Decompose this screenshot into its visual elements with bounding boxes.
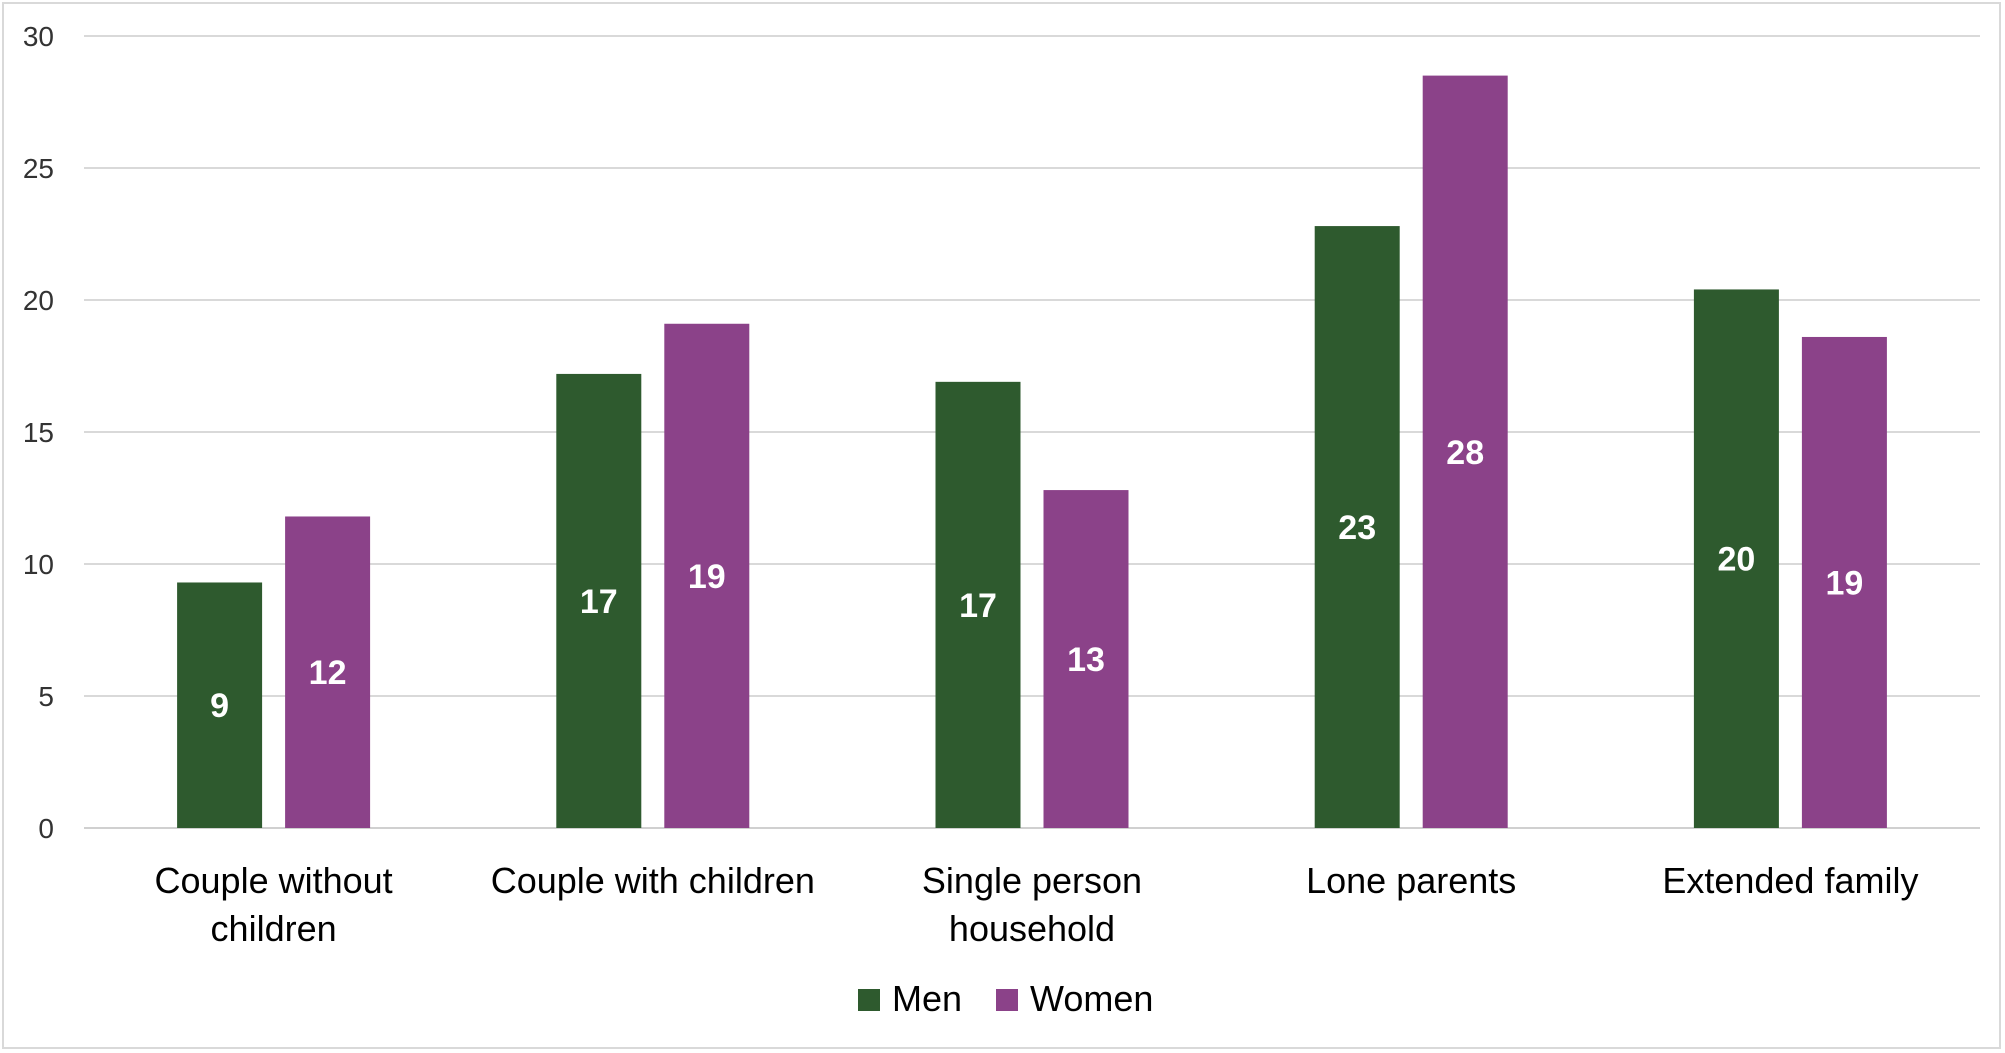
legend-label-men: Men — [892, 978, 962, 1019]
x-category-label-line: Extended family — [1662, 860, 1918, 901]
y-tick-label: 20 — [23, 285, 54, 316]
bar-men — [177, 582, 263, 828]
data-label: 19 — [688, 558, 726, 596]
data-label: 23 — [1338, 509, 1376, 547]
bars — [177, 75, 1887, 829]
x-category-label-line: Single person — [922, 860, 1142, 901]
bar-women — [664, 323, 750, 828]
x-category-label-line: household — [949, 908, 1115, 949]
data-label: 17 — [580, 583, 618, 621]
bar-women — [285, 516, 371, 828]
bar-women — [1043, 490, 1129, 828]
legend: Men Women — [858, 978, 1153, 1019]
bar-women — [1422, 75, 1508, 829]
gridlines — [84, 35, 1980, 829]
x-category-label: Couple without children — [155, 860, 393, 949]
x-category-label-line: Lone parents — [1306, 860, 1516, 901]
data-label: 19 — [1825, 564, 1863, 602]
y-tick-label: 0 — [38, 813, 54, 844]
data-label: 28 — [1446, 434, 1484, 472]
data-label: 12 — [309, 654, 347, 692]
data-label: 20 — [1717, 541, 1755, 579]
bar-men — [935, 381, 1021, 828]
y-tick-label: 10 — [23, 549, 54, 580]
legend-swatch-men — [858, 989, 880, 1011]
x-category-label-line: Couple with children — [491, 860, 815, 901]
bar-women — [1801, 336, 1887, 828]
data-label: 13 — [1067, 641, 1105, 679]
data-labels: 9 12 17 19 17 13 23 28 20 19 — [210, 434, 1863, 725]
y-tick-label: 25 — [23, 153, 54, 184]
legend-label-women: Women — [1030, 978, 1153, 1019]
x-category-label-line: children — [211, 908, 337, 949]
y-tick-label: 15 — [23, 417, 54, 448]
x-axis-categories: Couple without children Couple with childr… — [155, 860, 1919, 949]
x-category-label: Extended family — [1662, 860, 1918, 901]
x-category-label: Couple with children — [491, 860, 815, 901]
data-label: 17 — [959, 587, 997, 625]
bar-men — [1693, 289, 1779, 828]
bar-men — [556, 373, 642, 828]
x-category-label-line: Couple without — [155, 860, 393, 901]
x-category-label: Single person household — [922, 860, 1142, 949]
data-label: 9 — [210, 687, 229, 725]
x-category-label: Lone parents — [1306, 860, 1516, 901]
y-tick-label: 5 — [38, 681, 54, 712]
y-tick-label: 30 — [23, 21, 54, 52]
y-axis-ticks: 0 5 10 15 20 25 30 — [23, 21, 54, 844]
legend-swatch-women — [996, 989, 1018, 1011]
bar-men — [1314, 226, 1400, 828]
